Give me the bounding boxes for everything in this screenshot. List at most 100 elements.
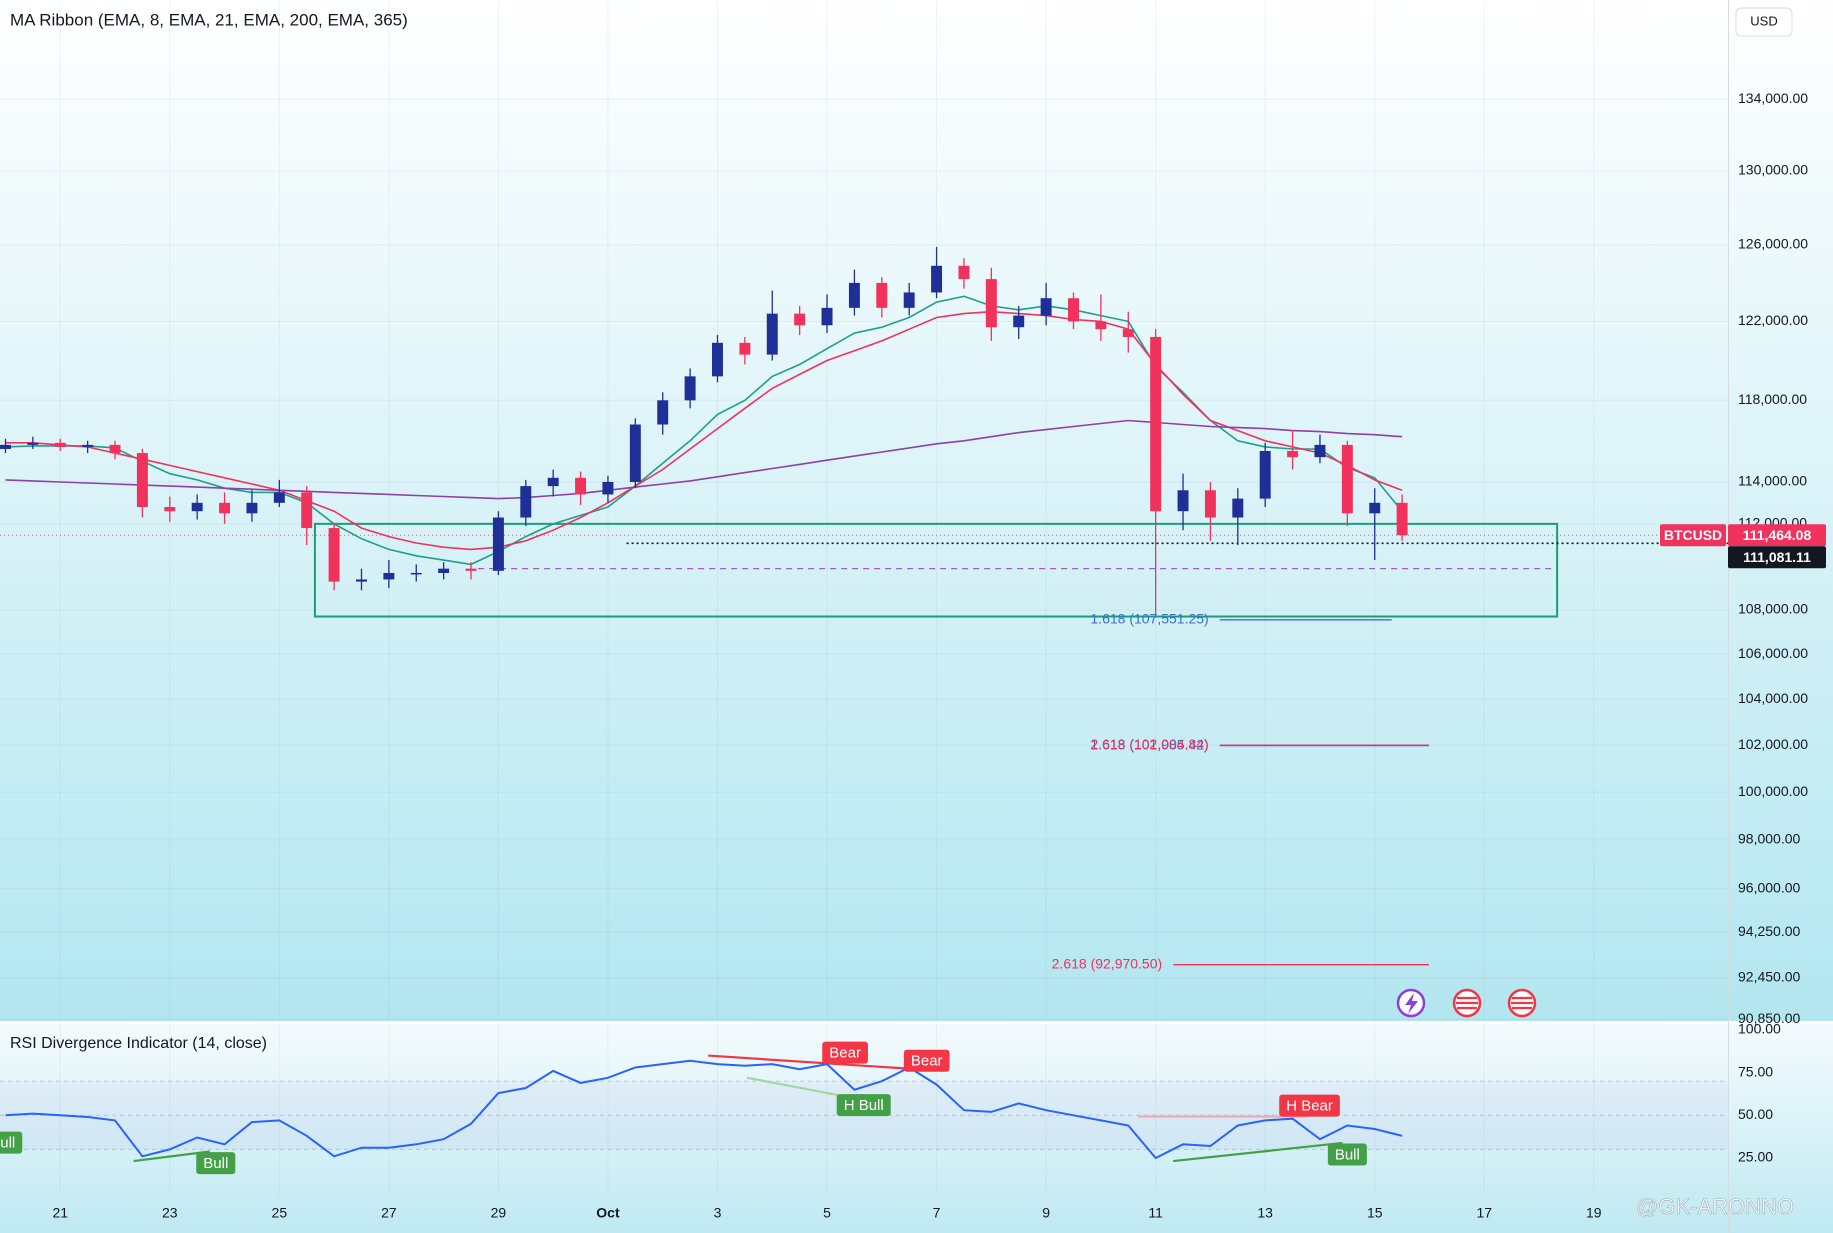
y-tick-label: 134,000.00	[1738, 90, 1808, 106]
candle-body	[301, 492, 313, 529]
x-tick-label: 9	[1042, 1205, 1050, 1221]
candle-body	[821, 307, 833, 326]
candle-body	[136, 453, 148, 508]
ref-price-label: 111,081.11	[1743, 549, 1811, 565]
candle-body	[465, 568, 477, 571]
divergence-label-box	[1327, 1143, 1367, 1166]
last-price-label: 111,464.08	[1743, 527, 1812, 543]
candle-body	[1287, 451, 1299, 458]
main-title: MA Ribbon (EMA, 8, EMA, 21, EMA, 200, EM…	[10, 10, 408, 29]
x-tick-label: Oct	[596, 1205, 620, 1221]
icon-flag[interactable]	[1456, 996, 1478, 1010]
candle-body	[1259, 451, 1271, 499]
divergence-label: Bull	[203, 1155, 228, 1172]
candle-body	[794, 313, 806, 326]
candle-body	[438, 568, 450, 573]
candle-body	[712, 342, 723, 377]
y-tick-label: 102,000.00	[1738, 736, 1808, 752]
candle-body	[1341, 444, 1353, 514]
x-tick-label: 29	[491, 1205, 507, 1221]
candle-body	[383, 572, 395, 580]
candle-body	[766, 313, 778, 355]
ema-line	[5, 310, 1403, 551]
candle-body	[848, 282, 860, 308]
rsi-title: RSI Divergence Indicator (14, close)	[10, 1035, 267, 1052]
fib-label: 2.618 (102,004.84)	[1090, 736, 1208, 752]
candle-body	[27, 442, 39, 445]
x-tick-label: 15	[1367, 1205, 1383, 1221]
candle-body	[54, 442, 66, 447]
rsi-line	[5, 1059, 1403, 1160]
y-tick-label: 126,000.00	[1738, 236, 1808, 252]
fib-label: 2.618 (92,970.50)	[1052, 955, 1163, 971]
candle-body	[492, 517, 504, 571]
divergence-line	[1173, 1141, 1343, 1163]
icon-spark[interactable]	[1396, 988, 1426, 1018]
candle-body	[1013, 315, 1025, 328]
y-tick-label: 92,450.00	[1738, 969, 1800, 985]
x-tick-label: 7	[933, 1205, 941, 1221]
rsi-pane: Bull Bull Bear Bear H Bull H Bear Bull	[0, 1024, 1728, 1195]
rsi-tick-label: 25.00	[1738, 1149, 1773, 1165]
candle-body	[575, 477, 587, 495]
candle-body	[410, 572, 422, 575]
rsi-tick-label: 50.00	[1738, 1106, 1773, 1122]
candle-body	[246, 502, 258, 514]
candle-body	[219, 502, 231, 514]
y-tick-label: 106,000.00	[1738, 645, 1808, 661]
candle-body	[191, 502, 203, 512]
x-tick-label: 13	[1257, 1205, 1273, 1221]
candle-body	[0, 444, 11, 449]
main-pane-bg	[0, 0, 1833, 1022]
rsi-tick-label: 75.00	[1738, 1063, 1773, 1079]
candle-body	[82, 444, 94, 447]
divergence-label-box	[836, 1094, 891, 1117]
currency-box[interactable]	[1735, 7, 1793, 37]
fib-label: 1.618 (101,985.42)	[1090, 736, 1208, 752]
divergence-label-box	[196, 1152, 236, 1175]
main-pane: 1.618 (107,551.25)1.618 (101,985.42)2.61…	[0, 0, 1728, 1021]
divergence-label: Bear	[829, 1045, 861, 1062]
y-tick-label: 98,000.00	[1738, 831, 1800, 847]
y-tick-label: 122,000.00	[1738, 312, 1808, 328]
y-tick-label: 96,000.00	[1738, 879, 1800, 895]
x-tick-label: 11	[1148, 1205, 1163, 1221]
divergence-label-box	[0, 1131, 23, 1154]
candle-body	[328, 528, 340, 582]
divergence-label: Bear	[911, 1053, 943, 1070]
icon-bolt[interactable]	[1405, 993, 1418, 1014]
candle-body	[547, 477, 559, 487]
y-tick-label: 100,000.00	[1738, 783, 1808, 799]
candle-body	[273, 492, 285, 503]
candle-body	[657, 400, 669, 425]
symbol-box	[1660, 524, 1726, 547]
currency[interactable]: USD	[1750, 13, 1777, 28]
candle-body	[109, 444, 121, 454]
x-tick-label: 3	[714, 1205, 722, 1221]
candle-body	[1232, 498, 1244, 518]
candle-body	[1122, 329, 1134, 337]
candle-body	[1040, 298, 1052, 316]
candle-body	[520, 486, 532, 518]
x-tick-label: 21	[52, 1205, 68, 1221]
x-tick-label: 23	[162, 1205, 178, 1221]
candle-body	[684, 376, 696, 401]
fib-label: 1.618 (107,551.25)	[1090, 611, 1208, 627]
candle-body	[903, 292, 915, 308]
candle-body	[164, 507, 176, 512]
divergence-label: Bull	[0, 1135, 15, 1152]
candle-body	[1068, 298, 1079, 322]
divergence-label: H Bear	[1286, 1098, 1333, 1115]
icon-event-1[interactable]	[1452, 988, 1482, 1018]
last-price-box	[1728, 524, 1826, 547]
icon-event-2[interactable]	[1507, 988, 1537, 1018]
divergence-label: H Bull	[844, 1097, 884, 1114]
candle-body	[958, 265, 970, 280]
symbol-label: BTCUSD	[1664, 527, 1722, 543]
candle-body	[1396, 502, 1408, 536]
ref-price-box	[1728, 546, 1826, 569]
icon-flag[interactable]	[1511, 996, 1533, 1010]
y-tick-label: 130,000.00	[1738, 162, 1808, 178]
